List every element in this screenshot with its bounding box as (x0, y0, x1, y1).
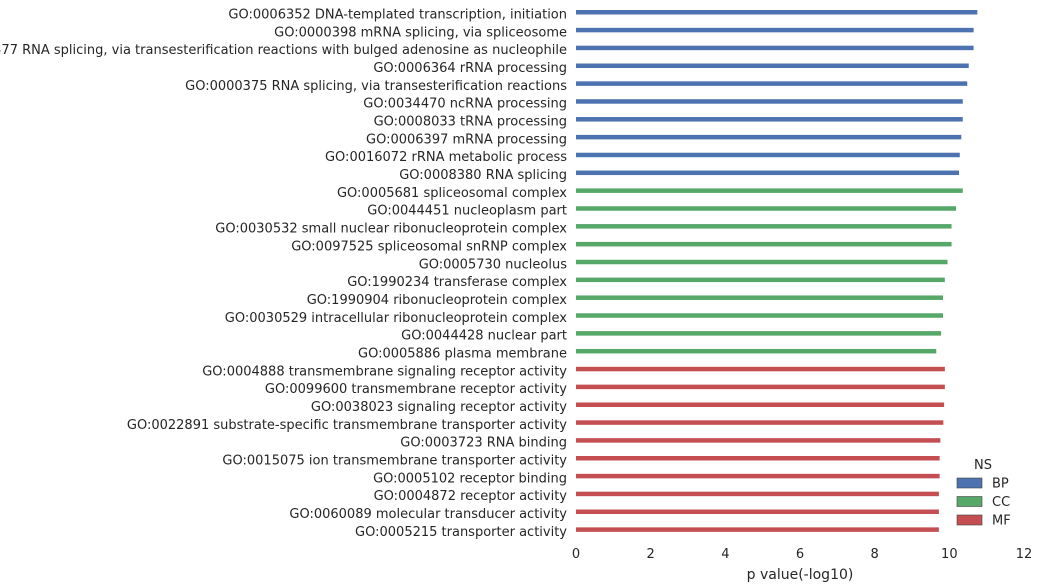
y-tick-label: GO:0005681 spliceosomal complex (337, 186, 567, 201)
y-tick-label: GO:1990904 ribonucleoprotein complex (307, 293, 568, 308)
x-tick-label: 12 (1016, 547, 1033, 562)
y-tick-label: GO:0005215 transporter activity (355, 525, 567, 540)
y-tick-label: GO:0006397 mRNA processing (366, 132, 567, 147)
legend-label-mf: MF (992, 514, 1011, 529)
y-tick-label: GO:0030532 small nuclear ribonucleoprote… (215, 222, 567, 237)
y-tick-label: GO:0005886 plasma membrane (358, 346, 567, 361)
legend-swatch-cc (956, 496, 983, 507)
bar-bp (576, 99, 963, 104)
y-tick-label: GO:0005102 receptor binding (373, 471, 567, 486)
bar-mf (576, 402, 945, 407)
bar-cc (576, 259, 948, 265)
bar-mf (576, 420, 944, 425)
legend: NS BP CC MF (956, 458, 1011, 529)
legend-entries: BP CC MF (956, 477, 1011, 529)
y-tick-label: GO:0008380 RNA splicing (399, 168, 567, 183)
y-tick-label: GO:0008033 tRNA processing (374, 115, 567, 130)
bar-bp (576, 45, 974, 51)
bar-mf (576, 473, 940, 479)
y-tick-label: GO:0038023 signaling receptor activity (311, 400, 567, 415)
y-tick-label: GO:0006352 DNA-templated transcription, … (228, 8, 567, 23)
y-tick-label: GO:0015075 ion transmembrane transporter… (222, 454, 567, 469)
y-tick-label: GO:0006364 rRNA processing (373, 61, 567, 76)
x-axis-label: p value(-log10) (747, 567, 854, 583)
bar-cc (576, 295, 943, 300)
bar-bp (576, 170, 960, 176)
y-tick-label: GO:0003723 RNA binding (400, 436, 567, 451)
y-tick-label: GO:1990234 transferase complex (347, 275, 567, 290)
bar-mf (576, 366, 945, 372)
y-tick-label: GO:0005730 nucleolus (419, 257, 568, 272)
legend-label-cc: CC (992, 495, 1010, 510)
x-tick-label: 8 (871, 547, 879, 562)
legend-title: NS (974, 458, 992, 473)
legend-swatch-bp (956, 477, 983, 489)
bar-bp (576, 10, 978, 15)
y-tick-label: GO:0000398 mRNA splicing, via spliceosom… (274, 25, 567, 40)
y-tick-label: GO:0022891 substrate-specific transmembr… (127, 418, 567, 433)
bar-mf (576, 456, 940, 461)
bar-mf (576, 509, 939, 515)
bar-cc (576, 348, 937, 354)
bar-mf (576, 527, 939, 532)
y-tick-label: GO:0044428 nuclear part (401, 329, 567, 344)
bar-cc (576, 277, 945, 283)
bar-mf (576, 384, 945, 390)
bar-bp (576, 134, 962, 140)
bar-cc (576, 224, 952, 229)
y-tick-label: GO:0004872 receptor activity (374, 489, 568, 504)
x-tick-label: 0 (572, 547, 580, 562)
bar-cc (576, 331, 942, 336)
bar-bp (576, 81, 968, 86)
y-tick-label: GO:0044451 nucleoplasm part (367, 204, 567, 219)
x-tick-label: 4 (721, 547, 729, 562)
y-tick-label: GO:0060089 molecular transducer activity (289, 507, 567, 522)
y-tick-label: GO:0000377 RNA splicing, via transesteri… (0, 43, 567, 58)
x-tick-labels: 0 2 4 6 8 10 12 (572, 547, 1032, 562)
bar-mf (576, 491, 939, 497)
y-tick-label: GO:0004888 transmembrane signaling recep… (202, 364, 567, 379)
bar-cc (576, 188, 963, 193)
legend-label-bp: BP (992, 477, 1009, 492)
y-tick-label: GO:0099600 transmembrane receptor activi… (265, 382, 567, 397)
x-tick-label: 2 (647, 547, 655, 562)
x-tick-label: 10 (941, 547, 958, 562)
bar-cc (576, 241, 952, 247)
bar-bp (576, 152, 960, 158)
legend-swatch-mf (956, 514, 983, 526)
bar-cc (576, 313, 943, 318)
bar-bp (576, 63, 969, 69)
y-tick-label: GO:0016072 rRNA metabolic process (325, 150, 567, 165)
y-tick-label: GO:0097525 spliceosomal snRNP complex (291, 239, 567, 254)
y-tick-label: GO:0000375 RNA splicing, via transesteri… (185, 79, 567, 94)
x-tick-label: 6 (796, 547, 804, 562)
bar-mf (576, 438, 941, 443)
bars-layer (576, 10, 978, 532)
y-tick-labels: GO:0006352 DNA-templated transcription, … (0, 8, 567, 540)
bar-bp (576, 27, 974, 33)
bar-bp (576, 117, 963, 122)
bar-cc (576, 206, 957, 211)
y-tick-label: GO:0034470 ncRNA processing (363, 97, 567, 112)
y-tick-label: GO:0030529 intracellular ribonucleoprote… (225, 311, 568, 326)
